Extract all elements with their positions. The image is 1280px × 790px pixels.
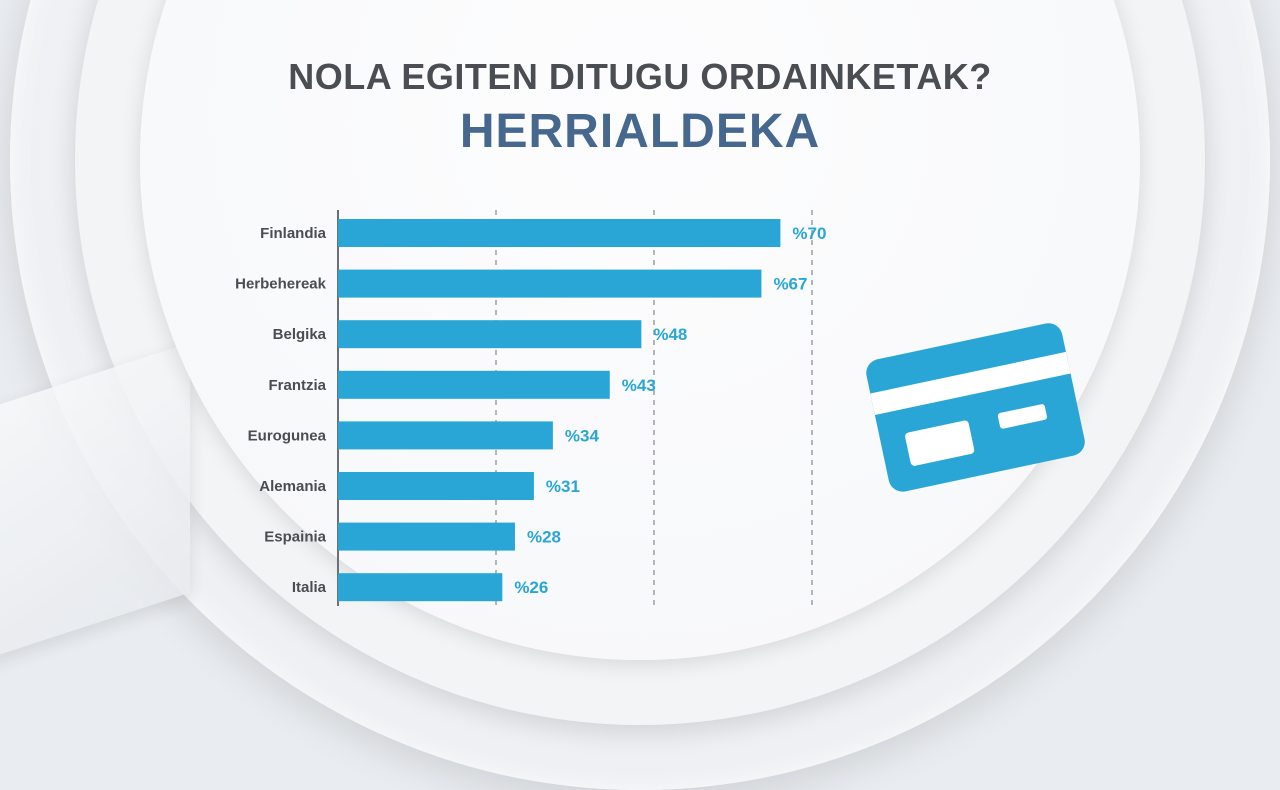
bar: [338, 522, 515, 551]
category-label: Herbehereak: [235, 276, 327, 293]
value-label: %43: [622, 376, 656, 395]
value-label: %67: [773, 275, 807, 294]
bar: [338, 269, 762, 298]
chart-title: NOLA EGITEN DITUGU ORDAINKETAK?: [288, 56, 992, 97]
value-label: %26: [514, 578, 548, 597]
bar-chart: Finlandia %70 Herbehereak %67 Belgika %48 Fran…: [235, 210, 826, 606]
category-label: Belgika: [273, 326, 327, 343]
bar: [338, 370, 610, 399]
bar: [338, 219, 781, 247]
value-label: %34: [565, 426, 600, 445]
category-label: Espainia: [264, 529, 326, 546]
chart-subtitle: HERRIALDEKA: [459, 105, 821, 158]
value-label: %31: [546, 477, 580, 496]
value-label: %70: [792, 224, 826, 243]
value-label: %28: [527, 528, 561, 547]
value-label: %48: [653, 325, 687, 344]
category-label: Eurogunea: [248, 427, 327, 444]
bar: [338, 320, 642, 349]
category-label: Finlandia: [260, 225, 326, 242]
bar: [338, 472, 534, 500]
category-label: Frantzia: [268, 377, 326, 394]
bar: [338, 573, 503, 602]
credit-card-icon: [866, 323, 1085, 492]
category-label: Alemania: [259, 478, 326, 495]
category-label: Italia: [292, 579, 327, 596]
bar: [338, 421, 553, 450]
